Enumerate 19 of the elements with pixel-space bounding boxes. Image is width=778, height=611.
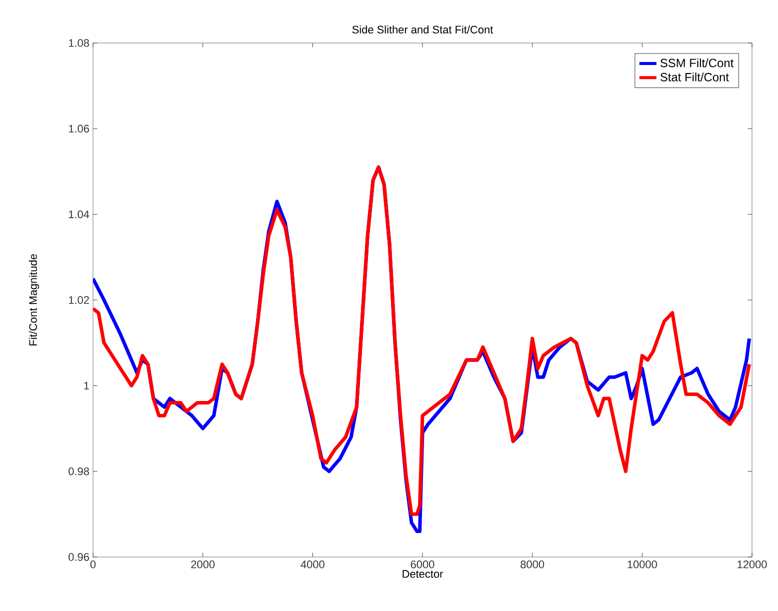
x-tick-label: 8000	[520, 560, 544, 568]
x-tick-label: 2000	[191, 560, 215, 568]
y-tick-label: 0.96	[68, 553, 89, 561]
x-tick-label: 0	[90, 560, 96, 568]
x-tick-label: 10000	[628, 560, 657, 568]
x-tick-label: 6000	[410, 560, 434, 568]
x-tick-label: 12000	[738, 560, 767, 568]
y-tick-label: 1.04	[68, 210, 90, 218]
legend-label: SSM Filt/Cont	[660, 58, 734, 68]
chart-title: Side Slither and Stat Fit/Cont	[352, 25, 494, 34]
y-tick-label: 1.06	[68, 124, 89, 133]
y-tick-label: 1	[84, 382, 89, 390]
x-axis-title: Detector	[402, 570, 444, 578]
y-axis-title: Fit/Cont Magnitude	[28, 254, 40, 346]
legend-label: Stat Filt/Cont	[660, 72, 729, 82]
y-tick-label: 0.98	[68, 467, 89, 476]
y-tick-label: 1.02	[68, 296, 89, 304]
y-tick-label: 1.08	[68, 39, 89, 47]
x-tick-label: 4000	[300, 560, 324, 568]
